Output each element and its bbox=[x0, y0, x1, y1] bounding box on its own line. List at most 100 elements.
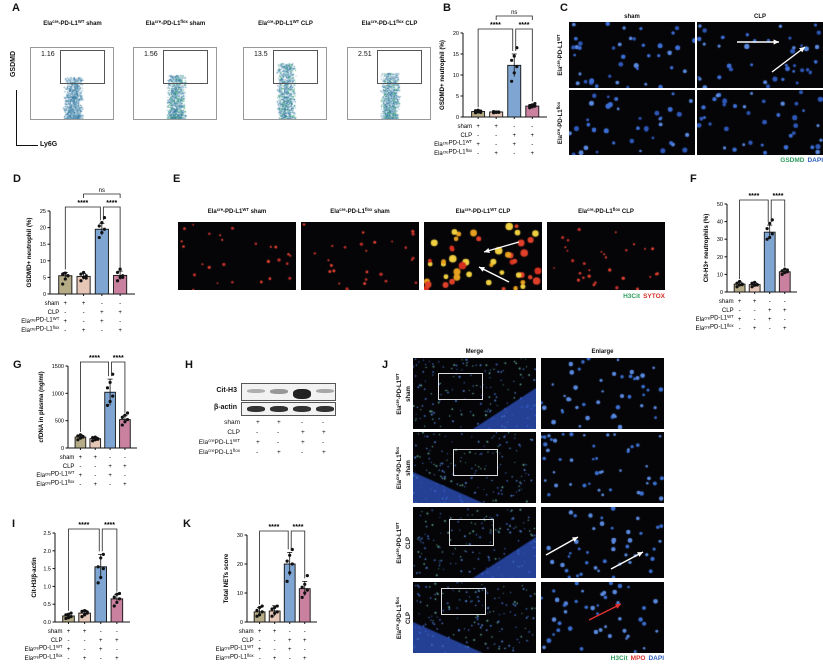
data-point bbox=[121, 275, 125, 279]
group-sign: + bbox=[83, 629, 87, 635]
significance-bracket bbox=[290, 530, 306, 579]
y-tick-label: 20 bbox=[717, 255, 723, 261]
group-sign: + bbox=[118, 310, 122, 316]
data-point bbox=[273, 611, 277, 615]
micrograph bbox=[541, 358, 664, 429]
data-point bbox=[290, 562, 294, 566]
group-label-part: Ela bbox=[696, 326, 705, 332]
group-sign: + bbox=[79, 473, 83, 479]
group-sign: + bbox=[753, 299, 757, 305]
group-sign: + bbox=[512, 133, 516, 139]
sign: - bbox=[322, 439, 325, 446]
row-label: sham bbox=[224, 419, 240, 427]
data-point bbox=[64, 616, 68, 621]
group-sign: + bbox=[108, 473, 112, 479]
data-point bbox=[80, 615, 84, 619]
group-row-label: sham bbox=[239, 629, 254, 635]
data-point bbox=[97, 235, 101, 240]
group-row-label: CLP bbox=[48, 310, 60, 316]
data-point bbox=[303, 582, 307, 586]
data-point bbox=[105, 386, 110, 390]
micrograph bbox=[424, 222, 542, 290]
data-point bbox=[738, 283, 742, 287]
p: CLP bbox=[227, 429, 240, 436]
y-tick-label: 10 bbox=[40, 259, 46, 265]
significance-label: **** bbox=[89, 355, 100, 362]
sign: + bbox=[322, 429, 326, 436]
group-sign: - bbox=[94, 473, 96, 479]
net-image bbox=[547, 222, 665, 290]
zoom-box bbox=[453, 449, 498, 476]
group-row-label: ElacrePD-L1flox bbox=[21, 325, 60, 334]
zoom-box bbox=[438, 373, 483, 400]
group-row-label: ElacrePD-L1WT bbox=[36, 470, 74, 479]
group-label-part: Ela bbox=[21, 319, 30, 325]
group-sign: - bbox=[116, 647, 118, 653]
group-sign: + bbox=[99, 638, 103, 644]
panel-letter-C: C bbox=[560, 2, 568, 14]
arrow-icon bbox=[483, 241, 520, 254]
y-tick-label: 20 bbox=[453, 31, 459, 37]
group-sign: - bbox=[83, 310, 85, 316]
s: flox bbox=[232, 448, 240, 453]
data-point bbox=[100, 230, 104, 235]
title-part: sham bbox=[187, 21, 206, 27]
data-point bbox=[273, 605, 277, 610]
y-axis-label: cfDNA in plasma (ng/ml) bbox=[38, 371, 45, 442]
y-tick-label: 20 bbox=[40, 226, 46, 232]
group-sign: + bbox=[79, 455, 83, 461]
sign: - bbox=[256, 429, 259, 436]
group-label-part: cre bbox=[224, 645, 230, 650]
gate-percentage: 2.51 bbox=[358, 51, 372, 58]
group-sign: - bbox=[119, 319, 121, 325]
y-tick-label: 30 bbox=[717, 237, 723, 243]
group-label-part: cre bbox=[704, 324, 710, 329]
group-label-part: Ela bbox=[696, 317, 705, 323]
blot-1 bbox=[241, 402, 336, 416]
data-point bbox=[479, 110, 483, 114]
title-part: -PD-L1 bbox=[273, 21, 293, 27]
data-point bbox=[81, 270, 86, 275]
title-sup: cre bbox=[267, 19, 274, 24]
group-label-part: Ela bbox=[216, 647, 225, 653]
group-label-part: Ela bbox=[24, 656, 33, 662]
panel-letter-A: A bbox=[12, 2, 20, 14]
title-part: CLP bbox=[299, 21, 313, 27]
data-point bbox=[780, 272, 784, 276]
net-image bbox=[178, 222, 296, 290]
p: CLP bbox=[496, 209, 511, 215]
enlarge-image bbox=[541, 507, 664, 578]
group-row-label: ElacrePD-L1WT bbox=[24, 644, 62, 653]
group-label-part: cre bbox=[45, 471, 51, 476]
y-tick-label: 20 bbox=[237, 562, 243, 568]
sign: - bbox=[301, 419, 304, 426]
image-title: Elacre-PD-L1flox CLP bbox=[547, 207, 665, 216]
group-sign: - bbox=[101, 328, 103, 334]
gate-percentage: 1.16 bbox=[41, 51, 55, 58]
group-label-part: CLP bbox=[48, 310, 60, 316]
group-sign: - bbox=[477, 151, 479, 157]
group-label-part: cre bbox=[45, 480, 51, 485]
p: -PD-L1 bbox=[223, 209, 243, 215]
data-point bbox=[300, 595, 304, 599]
significance-bracket bbox=[770, 199, 786, 267]
data-point bbox=[81, 434, 85, 439]
data-point bbox=[120, 415, 124, 419]
group-sign: - bbox=[304, 629, 306, 635]
y-tick-label: 1.5 bbox=[43, 567, 51, 573]
column-title: CLP bbox=[754, 14, 766, 20]
group-sign: + bbox=[93, 455, 97, 461]
micrograph bbox=[697, 22, 823, 88]
bar bbox=[763, 231, 776, 293]
data-point bbox=[112, 604, 116, 608]
data-point bbox=[115, 279, 120, 283]
group-label-part: PD-L1 bbox=[230, 654, 248, 660]
data-point bbox=[78, 433, 83, 437]
arrow-icon bbox=[588, 603, 622, 621]
data-point bbox=[255, 608, 259, 613]
sign: - bbox=[277, 429, 280, 436]
data-point bbox=[63, 271, 67, 275]
data-point bbox=[530, 103, 534, 107]
data-point bbox=[83, 613, 87, 617]
group-label-part: CLP bbox=[51, 638, 63, 644]
